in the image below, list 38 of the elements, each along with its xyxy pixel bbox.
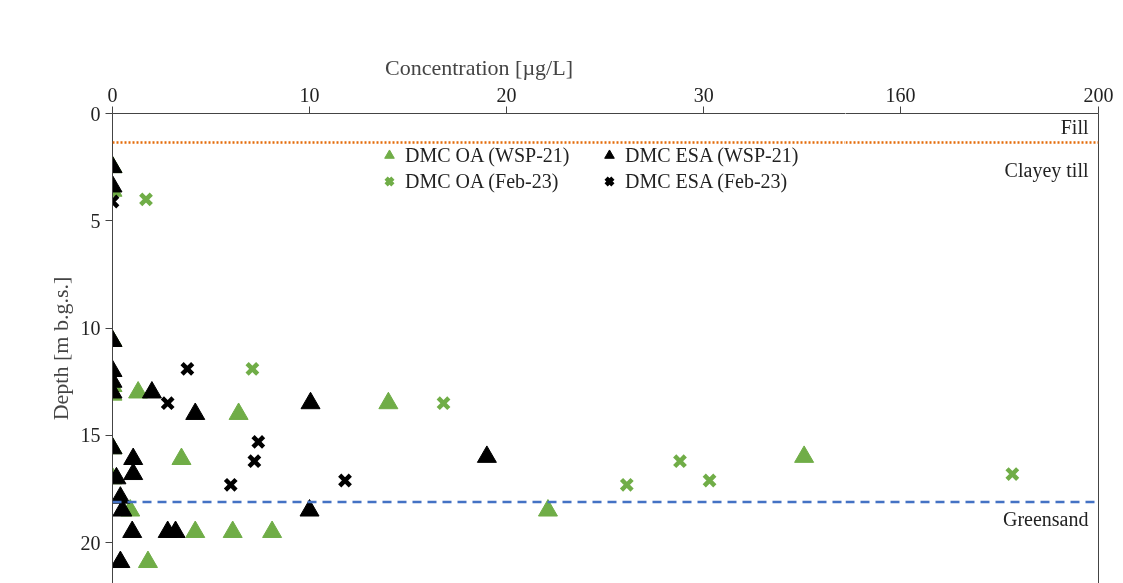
point	[378, 391, 399, 410]
point	[137, 550, 158, 569]
point	[299, 499, 320, 517]
point	[537, 499, 558, 517]
point	[171, 447, 192, 466]
legend-label: DMC ESA (WSP-21)	[625, 143, 800, 167]
ref-line-label: Fill	[1060, 116, 1089, 139]
point	[222, 520, 243, 538]
point	[123, 447, 144, 466]
y-axis-title: Depth [m b.g.s.]	[47, 276, 73, 421]
x-tick-label: 20	[496, 83, 517, 106]
point	[112, 550, 131, 569]
point	[228, 402, 249, 420]
y-tick-label: 10	[80, 317, 101, 340]
point	[262, 520, 283, 538]
point	[300, 391, 321, 410]
x-axis-title: Concentration [µg/L]	[385, 54, 574, 80]
point	[185, 520, 206, 538]
legend-label: DMC OA (WSP-21)	[405, 143, 571, 167]
y-tick-label: 5	[90, 209, 101, 232]
ref-line-label: Greensand	[1002, 507, 1089, 530]
legend-label: DMC OA (Feb-23)	[405, 169, 560, 193]
point	[794, 445, 815, 463]
x-tick-label: 10	[299, 83, 320, 106]
point	[185, 402, 206, 420]
y-tick-label: 15	[80, 424, 101, 447]
point	[141, 381, 162, 399]
x-tick-label: 160	[885, 83, 916, 106]
x-tick-label: 200	[1083, 83, 1114, 106]
annotation: Clayey till	[1004, 158, 1089, 182]
y-tick-label: 20	[80, 531, 101, 554]
y-tick-label: 0	[90, 102, 101, 125]
x-tick-label: 0	[107, 83, 118, 106]
point	[123, 462, 144, 481]
point	[476, 445, 497, 463]
x-tick-label: 30	[693, 83, 714, 106]
point	[122, 520, 143, 538]
legend-label: DMC ESA (Feb-23)	[625, 169, 789, 193]
